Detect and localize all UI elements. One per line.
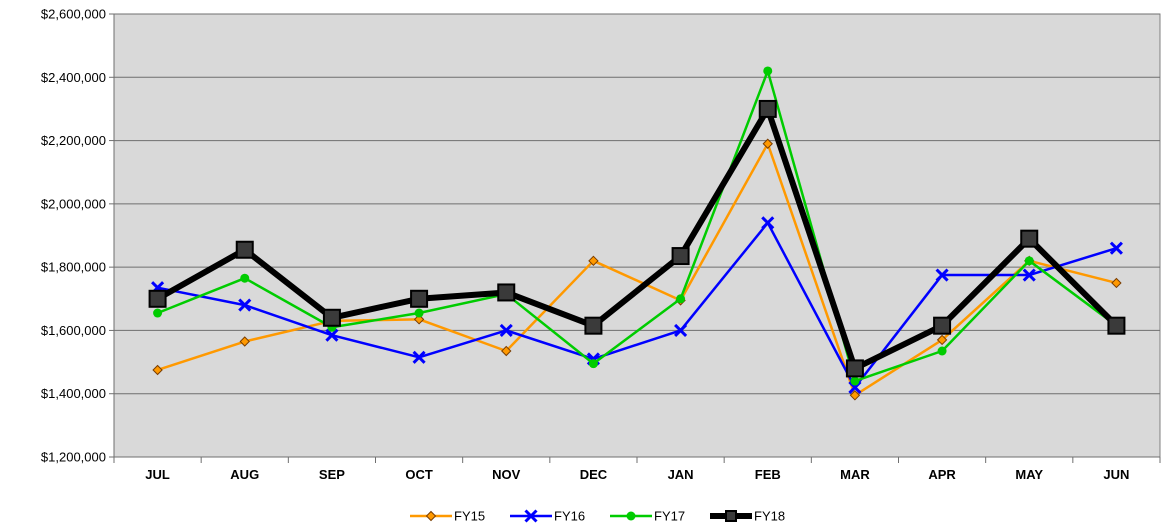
data-point: [325, 328, 339, 342]
x-tick-label: AUG: [230, 467, 259, 482]
data-point: [240, 273, 250, 283]
legend-label: FY17: [654, 509, 685, 524]
data-point: [845, 359, 864, 378]
y-tick-label: $2,400,000: [41, 70, 106, 85]
data-point: [850, 376, 860, 386]
data-point: [413, 314, 425, 325]
data-point: [322, 308, 341, 327]
legend-item-fy18: FY18: [710, 509, 785, 524]
data-point: [153, 308, 163, 318]
data-point: [524, 509, 538, 523]
y-tick-label: $1,800,000: [41, 260, 106, 275]
data-point: [584, 316, 603, 335]
x-axis: JUL AUG SEP OCT NOV DEC JAN FEB MAR APR MAY JUN: [113, 456, 1161, 482]
y-tick-label: $1,400,000: [41, 386, 106, 401]
x-tick-label: OCT: [405, 467, 433, 482]
x-tick-label: DEC: [580, 467, 608, 482]
data-point: [238, 298, 252, 312]
x-tick-label: JUL: [145, 467, 170, 482]
data-point: [1024, 256, 1034, 266]
data-point: [848, 380, 862, 394]
y-tick-label: $1,200,000: [41, 450, 106, 465]
data-point: [501, 345, 512, 357]
y-axis: $1,200,000 $1,400,000 $1,600,000 $1,800,000…: [41, 7, 115, 465]
y-tick-label: $2,200,000: [41, 133, 106, 148]
data-point: [588, 359, 598, 369]
legend-item-fy15: FY15: [410, 509, 485, 524]
y-tick-label: $1,600,000: [41, 323, 106, 338]
x-tick-label: FEB: [755, 467, 781, 482]
plot-area: [113, 13, 1161, 458]
legend-label: FY16: [554, 509, 585, 524]
data-point: [762, 138, 773, 149]
data-point: [1020, 229, 1039, 248]
series-line: [157, 142, 1117, 397]
series-lines: [148, 66, 1126, 401]
data-point: [933, 316, 952, 335]
x-tick-label: APR: [928, 467, 956, 482]
y-tick-label: $2,600,000: [41, 7, 106, 22]
y-tick-label: $2,000,000: [41, 196, 106, 211]
data-point: [425, 510, 437, 522]
x-tick-label: JUN: [1103, 467, 1129, 482]
plot-background: [113, 13, 1161, 458]
data-point: [937, 346, 947, 356]
data-point: [499, 323, 513, 337]
data-point: [936, 334, 948, 346]
data-point: [1109, 241, 1123, 255]
legend-label: FY15: [454, 509, 485, 524]
legend-item-fy17: FY17: [610, 509, 685, 524]
data-point: [152, 364, 163, 376]
data-point: [239, 336, 250, 347]
data-point: [148, 289, 167, 308]
data-point: [849, 390, 861, 401]
data-point: [935, 268, 949, 282]
data-point: [676, 294, 686, 304]
data-point: [674, 323, 688, 337]
data-point: [725, 510, 737, 522]
legend-label: FY18: [754, 509, 785, 524]
data-point: [414, 308, 424, 318]
data-point: [1022, 268, 1036, 282]
x-tick-label: MAR: [840, 467, 870, 482]
data-point: [1111, 277, 1122, 289]
data-point: [235, 240, 254, 259]
series-line: [157, 69, 1118, 383]
x-tick-label: MAY: [1015, 467, 1043, 482]
x-tick-label: SEP: [319, 467, 345, 482]
data-point: [588, 255, 599, 267]
data-point: [410, 289, 429, 308]
data-point: [758, 99, 777, 118]
data-point: [763, 66, 773, 76]
legend-item-fy16: FY16: [510, 509, 585, 524]
data-point: [412, 350, 426, 364]
data-point: [1107, 316, 1126, 335]
series-fy18: [148, 99, 1126, 378]
data-point: [671, 247, 690, 266]
data-point: [761, 216, 775, 230]
legend: FY15 FY16 FY17 FY18: [410, 509, 785, 524]
x-tick-label: NOV: [492, 467, 521, 482]
data-point: [497, 283, 516, 302]
data-point: [626, 511, 636, 521]
series-line: [156, 105, 1119, 372]
series-fy16: [151, 216, 1123, 394]
series-line: [157, 221, 1117, 389]
x-tick-label: JAN: [668, 467, 694, 482]
